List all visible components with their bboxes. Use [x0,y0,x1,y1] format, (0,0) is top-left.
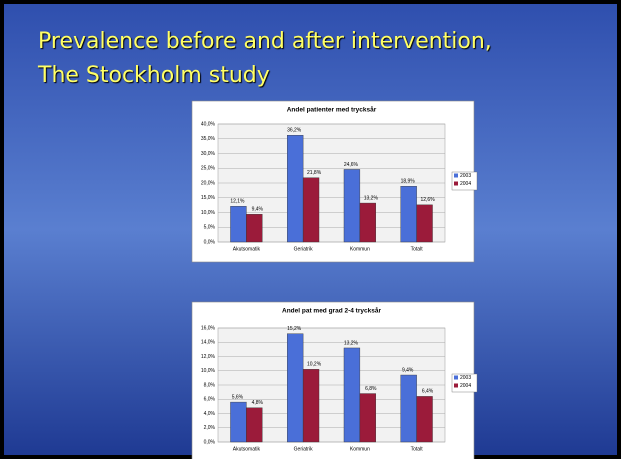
legend-label: 2003 [460,375,471,381]
y-tick-label: 5,0% [204,225,216,231]
y-tick-label: 25,0% [201,166,216,172]
value-label: 5,6% [232,394,244,400]
value-label: 9,4% [402,367,414,373]
x-tick-label: Totalt [411,446,424,452]
bar [287,135,304,243]
value-label: 10,2% [307,362,322,368]
x-tick-label: Akutsomatik [233,246,261,252]
y-tick-label: 10,0% [201,368,216,374]
x-tick-label: Kommun [350,246,370,252]
bar [416,396,433,443]
bar [400,374,417,443]
value-label: 6,4% [422,389,434,395]
value-label: 21,8% [307,170,322,176]
bar [400,186,417,243]
bar [302,369,320,443]
value-label: 36,2% [287,128,302,134]
chart-title: Andel pat med grad 2-4 trycksår [282,307,381,315]
bar [246,214,263,243]
value-label: 6,8% [365,386,377,392]
slide-title: The Stockholm study [37,63,270,88]
y-tick-label: 14,0% [201,340,216,346]
legend-swatch [454,173,458,178]
bar [359,202,376,243]
y-tick-label: 0,0% [204,439,216,445]
legend-swatch [454,375,458,380]
y-tick-label: 10,0% [201,210,216,216]
y-tick-label: 8,0% [204,382,216,388]
value-label: 13,2% [364,195,379,201]
legend-box [451,171,478,191]
value-label: 12,1% [230,199,245,205]
legend-swatch [454,383,458,388]
x-tick-label: Geriatrik [294,446,313,452]
y-tick-label: 4,0% [204,411,216,417]
x-tick-label: Totalt [411,246,424,252]
legend-swatch [454,181,458,186]
y-tick-label: 12,0% [201,354,216,360]
legend-label: 2004 [460,383,471,389]
y-tick-label: 6,0% [204,397,216,403]
x-tick-label: Geriatrik [294,246,313,252]
bar [230,206,247,243]
y-tick-label: 35,0% [201,136,216,142]
x-tick-label: Akutsomatik [233,446,261,452]
value-label: 24,6% [344,162,359,168]
value-label: 13,2% [344,340,359,346]
bar [343,347,361,443]
legend-label: 2004 [460,181,471,187]
value-label: 15,2% [287,326,302,332]
legend-box [451,373,478,393]
y-tick-label: 30,0% [201,151,216,157]
y-tick-label: 0,0% [204,239,216,245]
value-label: 18,9% [401,179,416,185]
y-tick-label: 2,0% [204,425,216,431]
x-tick-label: Kommun [350,446,370,452]
value-label: 12,6% [420,197,435,203]
y-tick-label: 15,0% [201,195,216,201]
y-tick-label: 16,0% [201,325,216,331]
bar [287,333,304,443]
bar [302,177,320,243]
value-label: 9,4% [252,207,264,213]
bar [230,401,247,443]
slide-title: Prevalence before and after intervention… [38,29,492,54]
slide-content: Prevalence before and after intervention… [37,29,492,459]
value-label: 4,8% [252,400,264,406]
chart-title: Andel patienter med trycksår [287,106,377,114]
legend-label: 2003 [460,173,471,179]
y-tick-label: 20,0% [201,180,216,186]
bar [246,407,263,443]
bar [359,393,376,443]
bar [416,204,433,243]
bar [343,169,361,243]
y-tick-label: 40,0% [201,121,216,127]
